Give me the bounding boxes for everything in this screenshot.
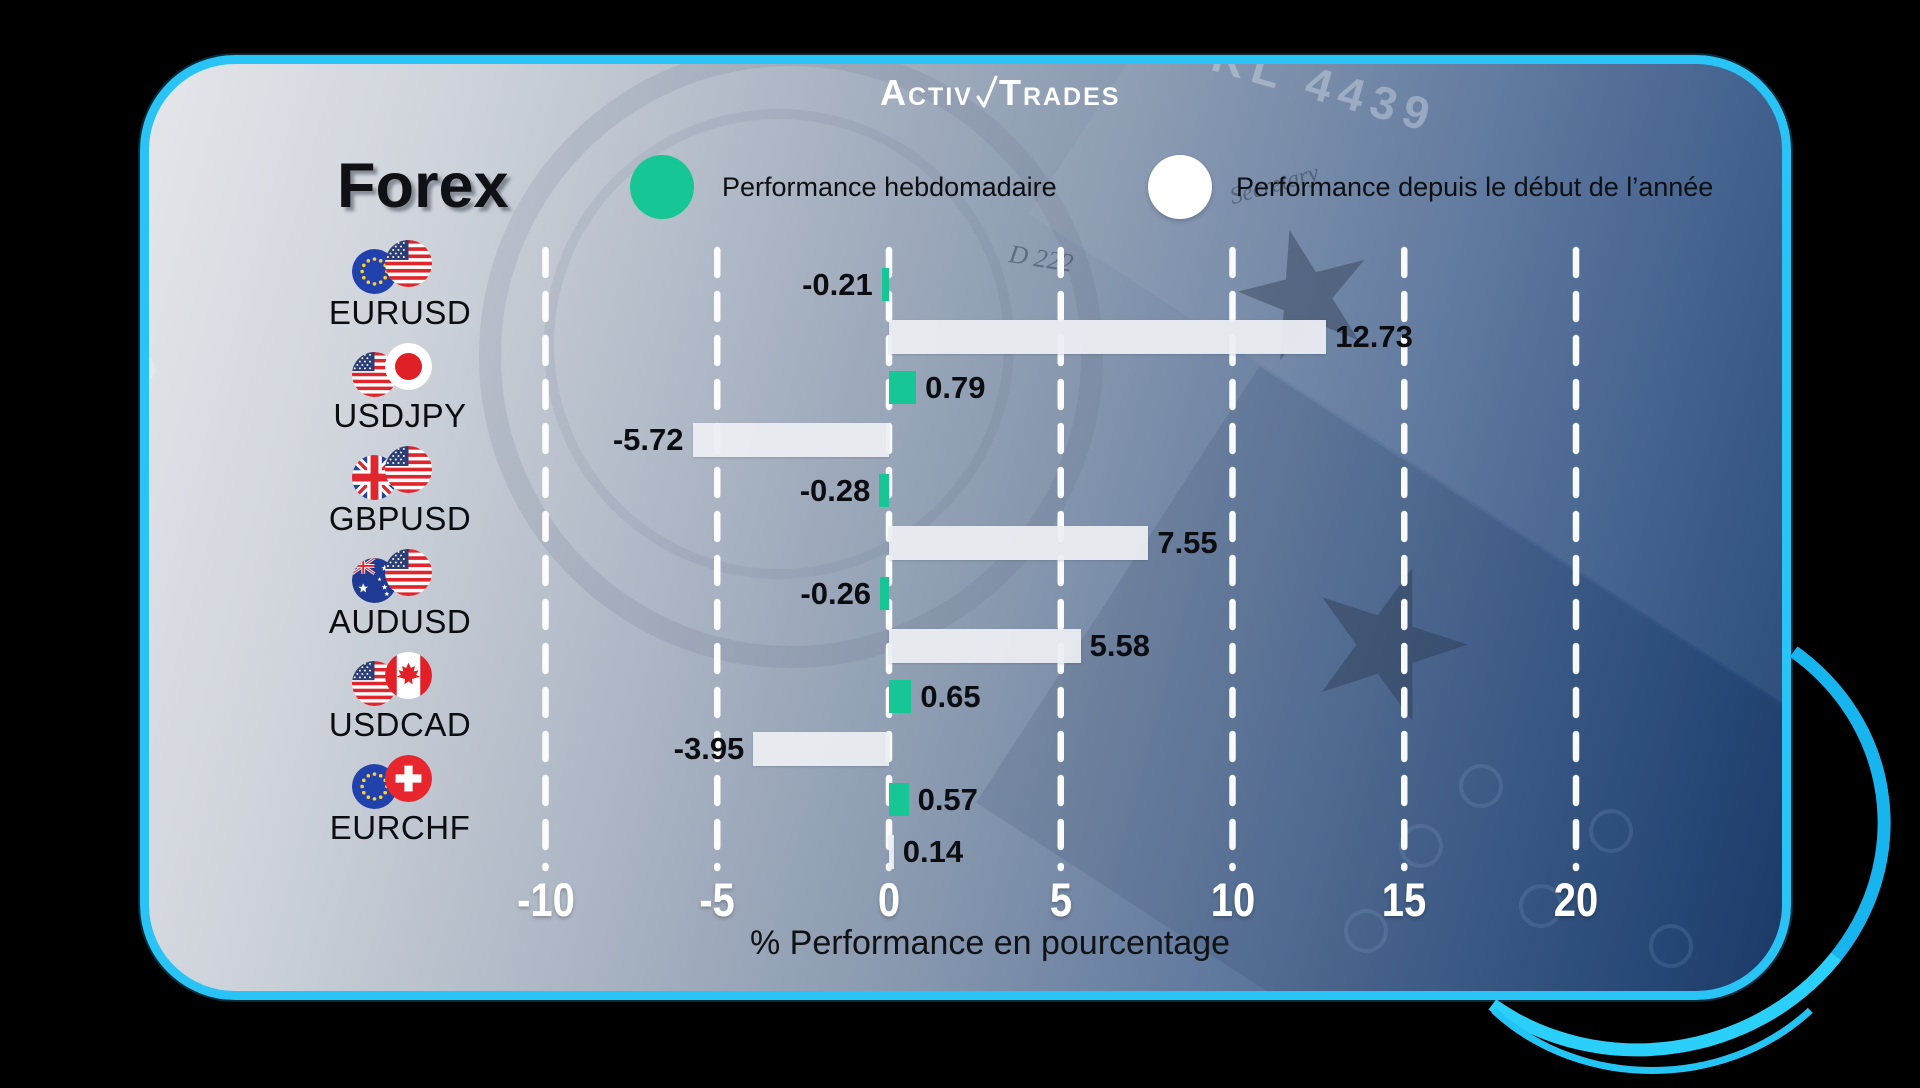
ca-flag-icon (385, 652, 432, 699)
currency-pair-label: EURUSD (328, 294, 472, 331)
currency-pair-flags (352, 240, 447, 296)
us-flag-icon (385, 240, 432, 287)
x-axis-tick: 20 (1553, 873, 1599, 926)
logo-word-activ: Activ (880, 72, 973, 113)
x-axis-tick: 5 (1049, 873, 1072, 926)
logo-check-icon (976, 75, 998, 114)
x-axis-tick: 15 (1382, 873, 1427, 926)
ytd-bar (889, 629, 1081, 663)
weekly-bar (879, 474, 889, 507)
ytd-bar (692, 423, 889, 457)
weekly-bar (889, 371, 917, 404)
weekly-bar-value: 0.57 (917, 781, 978, 817)
weekly-bar-value: 0.79 (925, 369, 986, 405)
weekly-bar-value: -0.28 (799, 472, 871, 508)
weekly-legend-label: Performance hebdomadaire (722, 172, 1057, 202)
x-axis-tick: -5 (699, 873, 736, 926)
ytd-bar (889, 526, 1149, 560)
currency-pair-flags (352, 549, 447, 605)
ytd-bar-value: 7.55 (1157, 525, 1218, 560)
ytd-legend-label: Performance depuis le début de l’année (1236, 172, 1714, 202)
weekly-legend-dot (630, 155, 694, 219)
currency-pair-label: EURCHF (329, 809, 471, 846)
ytd-bar-value: -5.72 (612, 422, 684, 457)
us-flag-icon (385, 549, 432, 596)
ytd-bar-value: 5.58 (1089, 628, 1151, 663)
weekly-bar-value: -0.26 (800, 575, 872, 611)
ytd-bar (753, 732, 889, 766)
logo-word-trades: Trades (998, 72, 1121, 113)
currency-pair-label: USDCAD (328, 706, 472, 743)
x-axis-label: % Performance en pourcentage (749, 924, 1231, 962)
ytd-legend-dot (1148, 155, 1212, 219)
x-axis-tick: 10 (1210, 873, 1255, 926)
weekly-bar (880, 577, 889, 610)
jp-flag-icon (385, 343, 432, 390)
weekly-bar (881, 268, 889, 301)
us-flag-icon (385, 446, 432, 493)
currency-pair-label: USDJPY (333, 397, 467, 434)
weekly-bar-value: -0.21 (802, 266, 873, 302)
currency-pair-flags (352, 652, 447, 708)
ytd-bar-value: 12.73 (1335, 319, 1413, 354)
weekly-bar-value: 0.65 (920, 678, 981, 714)
page-title: Forex (337, 151, 509, 221)
weekly-bar (889, 783, 909, 816)
ytd-bar-value: 0.14 (902, 834, 964, 869)
currency-pair-label: AUDUSD (328, 603, 472, 640)
weekly-bar (889, 680, 912, 713)
ytd-bar (889, 835, 894, 869)
currency-pair-label: GBPUSD (328, 500, 472, 537)
currency-pair-flags (352, 343, 447, 399)
x-axis-tick: 0 (877, 873, 901, 926)
x-axis-tick: -10 (516, 873, 575, 926)
activtrades-logo: Activ Trades (880, 72, 1120, 114)
currency-pair-flags (352, 446, 447, 502)
ytd-bar-value: -3.95 (673, 731, 745, 766)
ch-flag-icon (385, 755, 432, 802)
corner-swoosh-accent (1430, 680, 1874, 1074)
ytd-bar (889, 320, 1327, 354)
currency-pair-flags (352, 755, 447, 811)
